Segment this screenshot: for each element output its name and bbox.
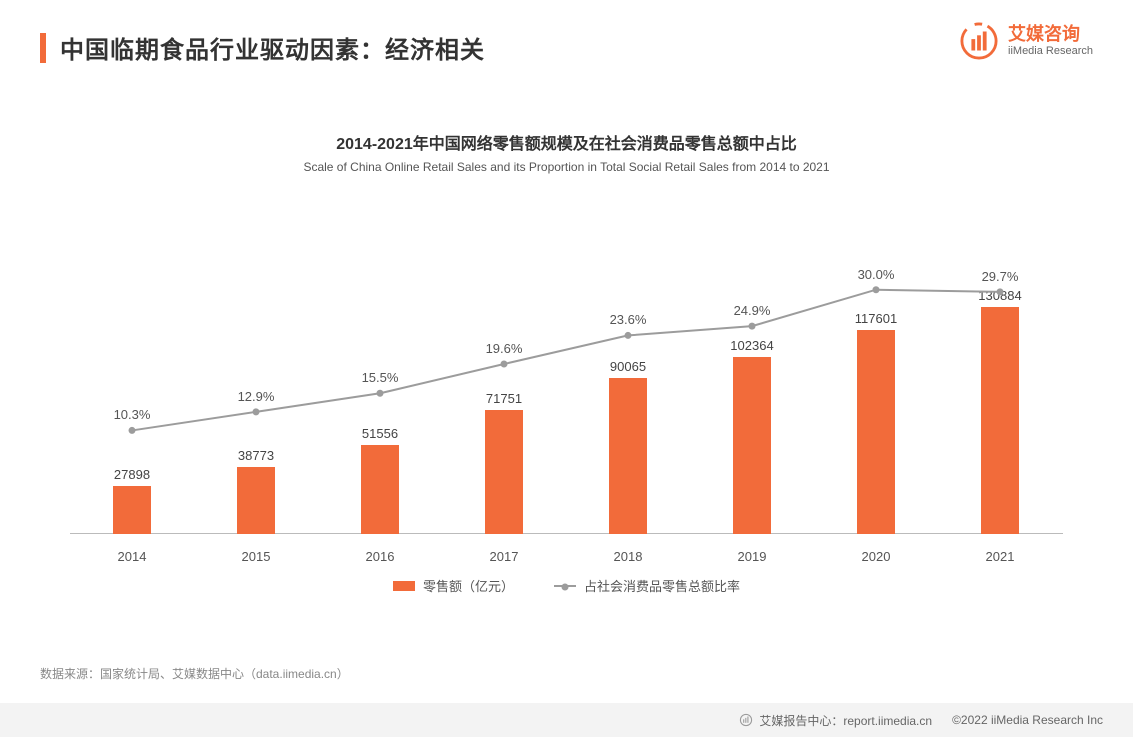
data-source: 数据来源：国家统计局、艾媒数据中心（data.iimedia.cn） [40,665,349,682]
x-label-2020: 2020 [814,549,938,564]
footer-report-text: 艾媒报告中心：report.iimedia.cn [759,712,932,729]
line-value-2016: 15.5% [362,370,399,385]
line-marker-2016 [377,390,384,397]
legend: 零售额（亿元） 占社会消费品零售总额比率 [70,576,1063,595]
legend-item-line: 占社会消费品零售总额比率 [554,576,740,595]
x-label-2018: 2018 [566,549,690,564]
line-marker-2020 [873,286,880,293]
slide: 中国临期食品行业驱动因素：经济相关 艾媒咨询 iiMedia Research … [0,0,1133,737]
line-marker-2021 [997,288,1004,295]
line-value-2018: 23.6% [610,312,647,327]
line-marker-2019 [749,323,756,330]
brand-icon [960,22,998,60]
line-value-2014: 10.3% [114,407,151,422]
x-label-2019: 2019 [690,549,814,564]
line-marker-2015 [253,408,260,415]
header: 中国临期食品行业驱动因素：经济相关 [40,30,485,65]
x-label-2016: 2016 [318,549,442,564]
line-value-2019: 24.9% [734,303,771,318]
line-value-2017: 19.6% [486,341,523,356]
brand-text: 艾媒咨询 iiMedia Research [1008,24,1093,59]
brand-logo: 艾媒咨询 iiMedia Research [960,22,1093,60]
legend-line-label: 占社会消费品零售总额比率 [584,576,740,595]
line-value-2021: 29.7% [982,269,1019,284]
brand-name-cn: 艾媒咨询 [1008,24,1093,46]
legend-bar-label: 零售额（亿元） [423,576,514,595]
chart: 2014-2021年中国网络零售额规模及在社会消费品零售总额中占比 Scale … [70,130,1063,595]
legend-swatch-bar [393,581,415,591]
x-label-2017: 2017 [442,549,566,564]
x-label-2014: 2014 [70,549,194,564]
chart-title-cn: 2014-2021年中国网络零售额规模及在社会消费品零售总额中占比 [70,130,1063,154]
line-marker-2018 [625,332,632,339]
chart-title-en: Scale of China Online Retail Sales and i… [70,160,1063,174]
footer-copyright: ©2022 iiMedia Research Inc [952,713,1103,727]
brand-name-en: iiMedia Research [1008,45,1093,58]
legend-item-bar: 零售额（亿元） [393,576,514,595]
legend-swatch-line [554,585,576,587]
footer-icon [739,713,753,727]
x-label-2015: 2015 [194,549,318,564]
footer-report-center: 艾媒报告中心：report.iimedia.cn [739,712,932,729]
line-marker-2017 [501,361,508,368]
page-title: 中国临期食品行业驱动因素：经济相关 [60,30,485,65]
line-value-2015: 12.9% [238,389,275,404]
line-marker-2014 [129,427,136,434]
line-value-2020: 30.0% [858,267,895,282]
trend-line [132,290,1000,431]
footer: 艾媒报告中心：report.iimedia.cn ©2022 iiMedia R… [0,703,1133,737]
line-layer [70,224,1063,564]
accent-bar [40,33,46,63]
x-label-2021: 2021 [938,549,1062,564]
chart-plot: 2789838773515567175190065102364117601130… [70,224,1063,564]
